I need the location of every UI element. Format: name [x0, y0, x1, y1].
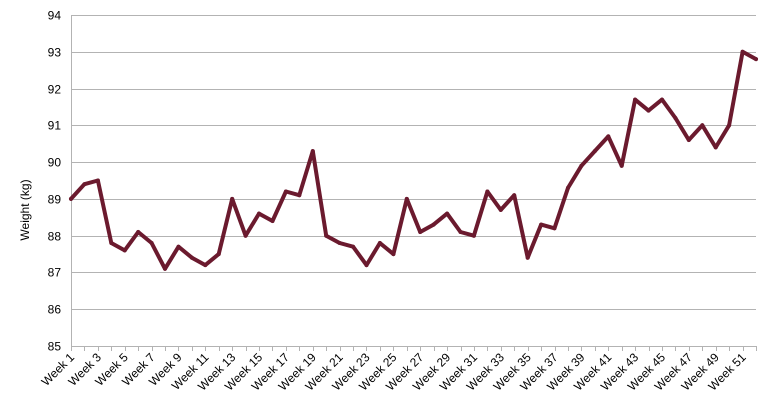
y-axis-label: Weight (kg): [18, 179, 32, 240]
axes: [71, 15, 757, 351]
data-point: [283, 189, 288, 194]
data-point: [149, 241, 154, 245]
data-point: [122, 248, 127, 253]
data-point: [660, 97, 664, 102]
data-point: [633, 97, 638, 102]
series-line-0: [69, 49, 758, 271]
data-point: [418, 230, 423, 234]
data-point: [512, 193, 517, 198]
data-point: [404, 196, 409, 201]
data-point: [136, 230, 141, 234]
y-tick-label: 88: [48, 230, 62, 244]
y-tick-label: 93: [48, 46, 62, 60]
y-tick-label: 86: [48, 303, 62, 317]
data-point: [337, 241, 342, 245]
data-point: [579, 163, 584, 168]
y-tick-labels: 85 86 87 88 89 90 91 92 93 94: [48, 9, 62, 354]
data-point: [727, 123, 732, 128]
data-point: [230, 196, 235, 201]
data-point: [498, 207, 503, 212]
data-point: [82, 182, 87, 187]
data-point: [485, 189, 490, 194]
data-point: [606, 134, 611, 139]
series-layer: [69, 49, 758, 271]
data-point: [740, 49, 745, 54]
data-point: [471, 233, 476, 238]
y-tick-label: 89: [48, 193, 62, 207]
data-point: [216, 252, 221, 257]
data-point: [646, 108, 651, 113]
data-point: [203, 263, 208, 268]
data-point: [310, 149, 315, 154]
data-point: [377, 241, 382, 245]
data-point: [700, 123, 705, 128]
data-point: [257, 211, 261, 216]
data-point: [297, 193, 302, 198]
data-point: [619, 163, 624, 168]
data-point: [592, 149, 597, 154]
gridlines: [71, 15, 756, 347]
data-point: [391, 252, 396, 257]
data-point: [189, 255, 194, 260]
data-point: [754, 57, 758, 62]
y-tick-label: 85: [48, 340, 62, 354]
data-point: [176, 244, 181, 249]
data-point: [431, 222, 436, 227]
y-tick-label: 90: [48, 156, 62, 170]
data-point: [566, 185, 570, 190]
data-point: [539, 222, 544, 227]
y-tick-label: 94: [48, 9, 62, 23]
data-point: [713, 145, 718, 150]
y-tick-label: 91: [48, 119, 62, 133]
data-point: [445, 211, 450, 216]
data-point: [686, 138, 691, 142]
data-point: [552, 226, 557, 231]
data-point: [95, 178, 100, 183]
data-point: [458, 230, 463, 234]
y-tick-label: 87: [48, 266, 62, 280]
y-tick-label: 92: [48, 83, 62, 97]
data-point: [364, 263, 369, 268]
data-point: [673, 116, 678, 120]
data-point: [525, 255, 530, 260]
data-point: [270, 219, 275, 223]
data-point: [243, 233, 248, 238]
data-point: [163, 266, 167, 271]
data-point: [69, 196, 73, 201]
data-point: [324, 233, 329, 238]
data-point: [109, 241, 114, 245]
data-point: [351, 244, 356, 249]
